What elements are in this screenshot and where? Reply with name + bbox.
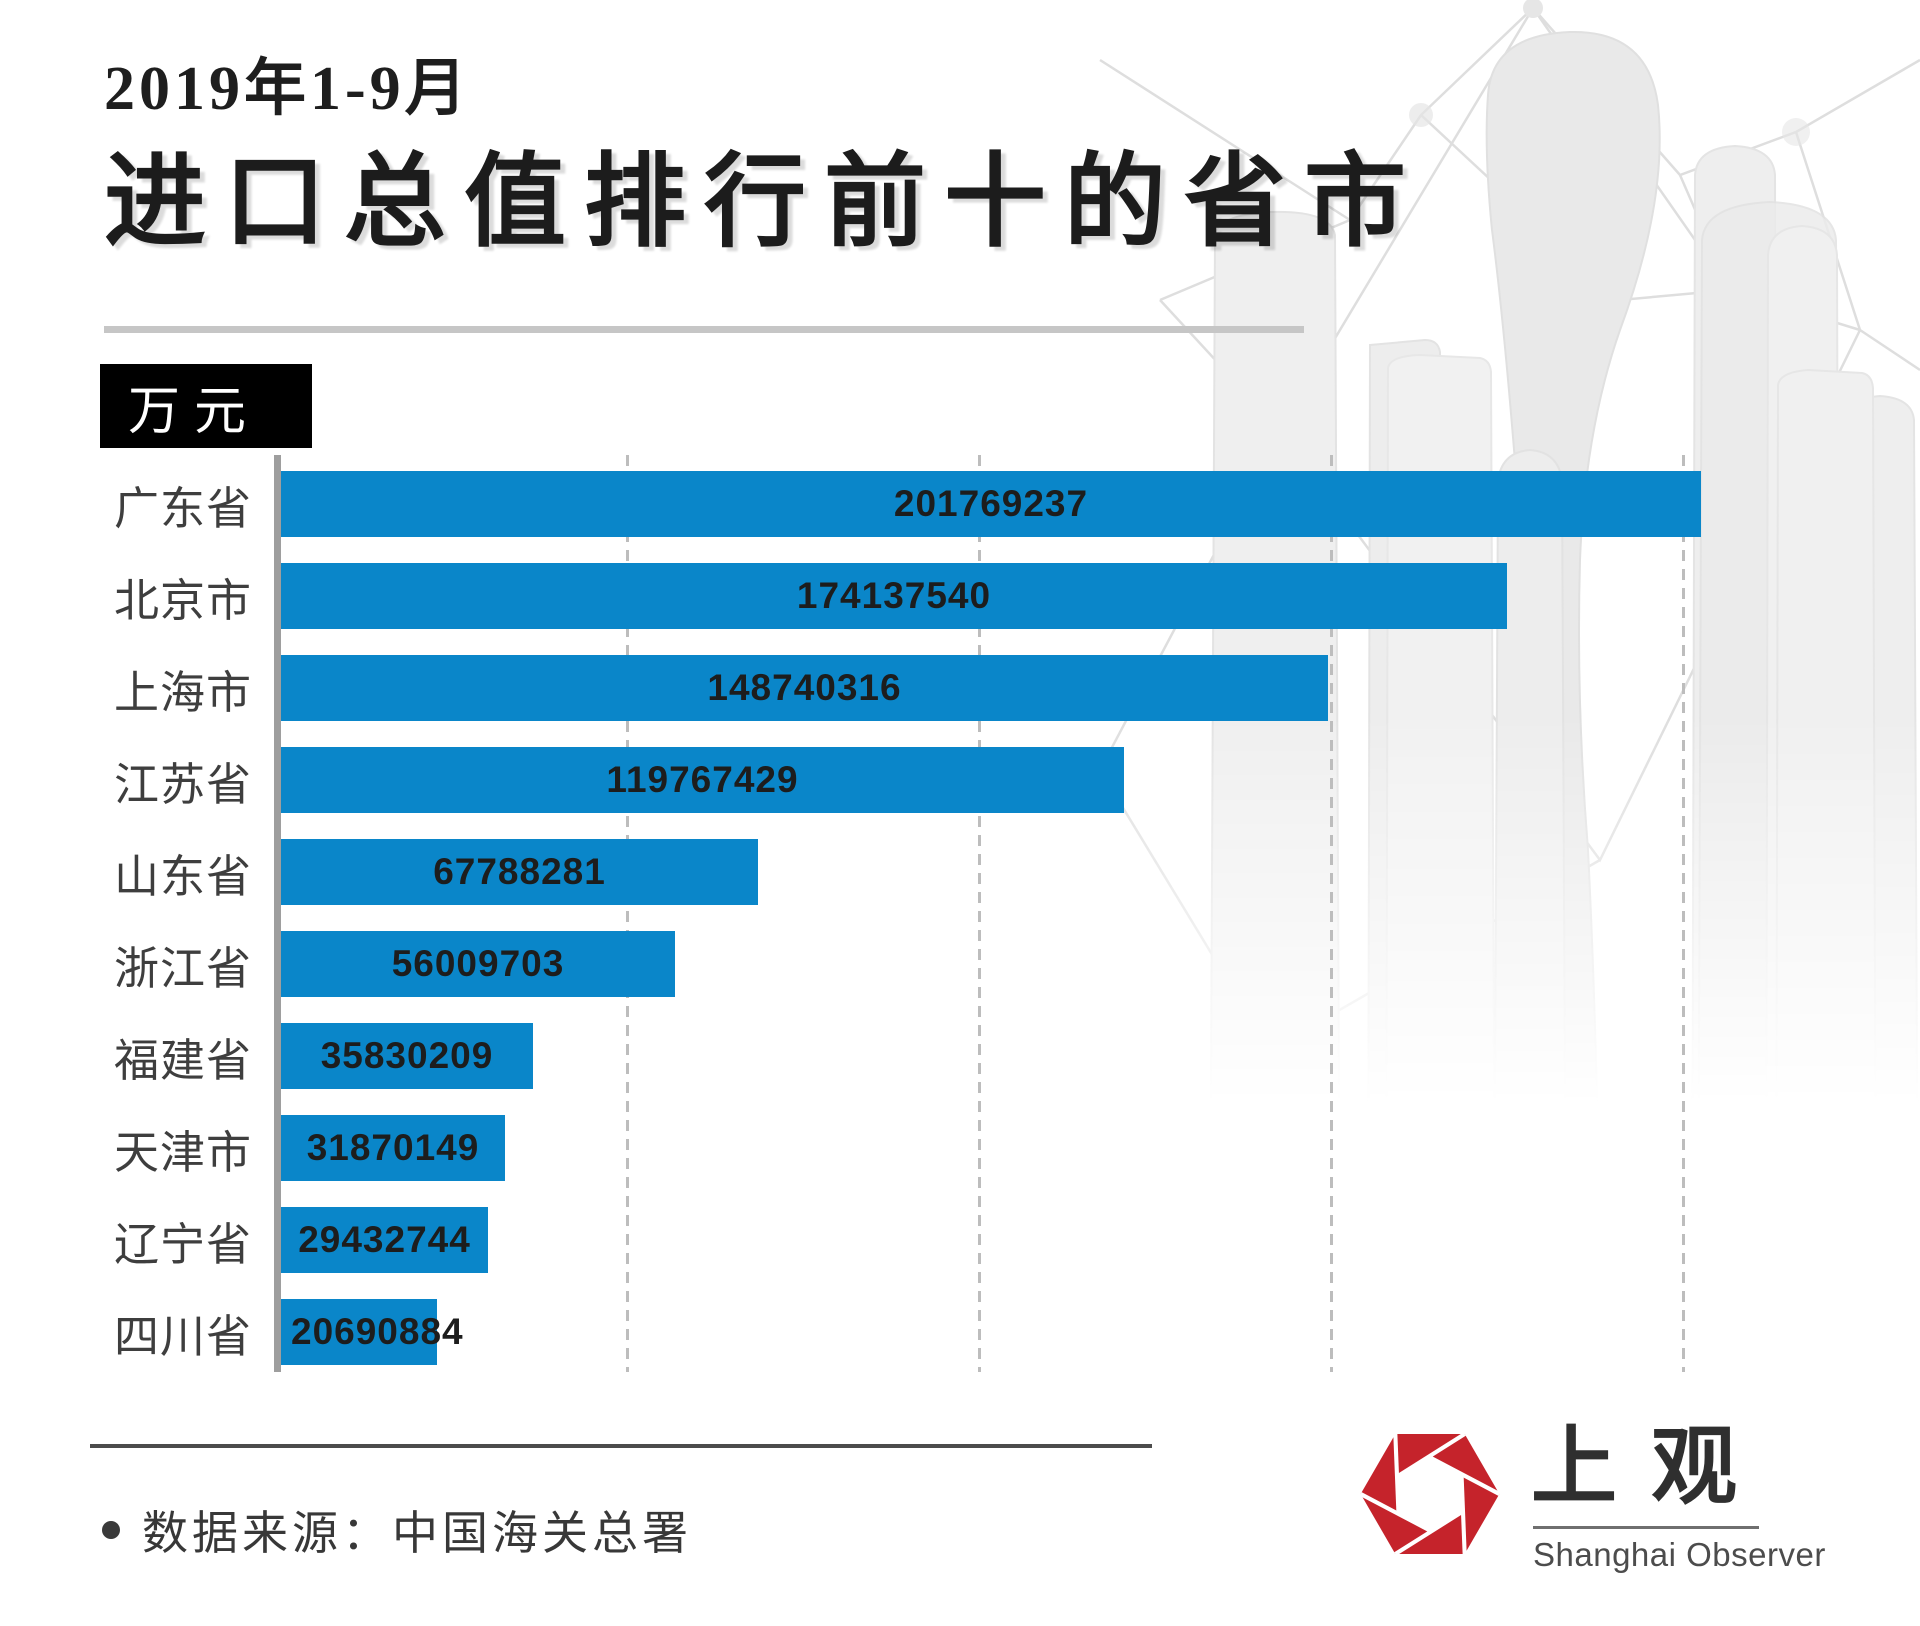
bar-chart: 广东省 201769237 北京市 174137540 上海市 14874031… [100,458,1701,1378]
bar: 56009703 [281,931,675,997]
bar-row: 浙江省 56009703 [100,918,1701,1010]
category-label: 北京市 [113,574,252,626]
bar-row: 四川省 20690884 [100,1286,1701,1378]
bar-row: 江苏省 119767429 [100,734,1701,826]
bar-row: 福建省 35830209 [100,1010,1701,1102]
gridline [978,455,981,1372]
category-label: 辽宁省 [113,1218,252,1270]
bar: 174137540 [281,563,1507,629]
title-divider [104,326,1304,333]
bar: 20690884 [281,1299,463,1365]
logo-chinese-name: 上观 [1531,1419,1771,1515]
bar-value-label: 29432744 [298,1219,471,1260]
category-label: 福建省 [113,1034,252,1086]
category-label: 上海市 [113,666,252,718]
bar-value-label: 174137540 [796,575,992,616]
bar-value-label: 148740316 [707,667,902,708]
bar-value-label: 35830209 [320,1035,494,1076]
bar: 29432744 [281,1207,488,1273]
bar-row: 广东省 201769237 [100,458,1701,550]
bar-row: 山东省 67788281 [100,826,1701,918]
bar: 148740316 [281,655,1328,721]
bar-value-label: 56009703 [391,943,565,984]
bar-value-label: 67788281 [433,851,606,892]
bar: 35830209 [281,1023,533,1089]
data-source: 数据来源：中国海关总署 [102,1498,692,1562]
logo-divider-line [1533,1526,1759,1529]
y-axis-line [274,455,281,1372]
category-label: 四川省 [113,1310,252,1362]
bar: 31870149 [281,1115,505,1181]
shanghai-observer-logo: 上观 Shanghai Observer [1357,1418,1825,1573]
logo-english-name: Shanghai Observer [1533,1536,1826,1573]
bar: 67788281 [281,839,758,905]
bar: 201769237 [281,471,1701,537]
bar-row: 上海市 148740316 [100,642,1701,734]
bar-row: 辽宁省 29432744 [100,1194,1701,1286]
category-label: 浙江省 [113,942,252,994]
bar-value-label: 119767429 [606,759,799,800]
category-label: 广东省 [113,482,252,534]
category-label: 山东省 [113,850,252,902]
chart-main-title: 进口总值排行前十的省市 [104,147,1424,260]
category-label: 天津市 [113,1126,252,1178]
bar-value-label: 201769237 [893,483,1089,524]
category-label: 江苏省 [113,758,252,810]
bar-value-label: 31870149 [306,1127,480,1168]
unit-badge: 万元 [100,364,312,448]
bar-value-label: 20690884 [291,1311,464,1352]
bullet-icon [102,1521,120,1539]
data-source-text: 数据来源：中国海关总署 [142,1507,692,1559]
bar: 119767429 [281,747,1124,813]
aperture-logo-icon [1359,1432,1501,1556]
gridline [1682,455,1685,1372]
chart-period-title: 2019年1-9月 [104,55,471,123]
footer-divider [90,1444,1152,1448]
gridline [626,455,629,1372]
bar-row: 天津市 31870149 [100,1102,1701,1194]
logo-text-block: 上观 Shanghai Observer [1531,1418,1825,1573]
bar-row: 北京市 174137540 [100,550,1701,642]
